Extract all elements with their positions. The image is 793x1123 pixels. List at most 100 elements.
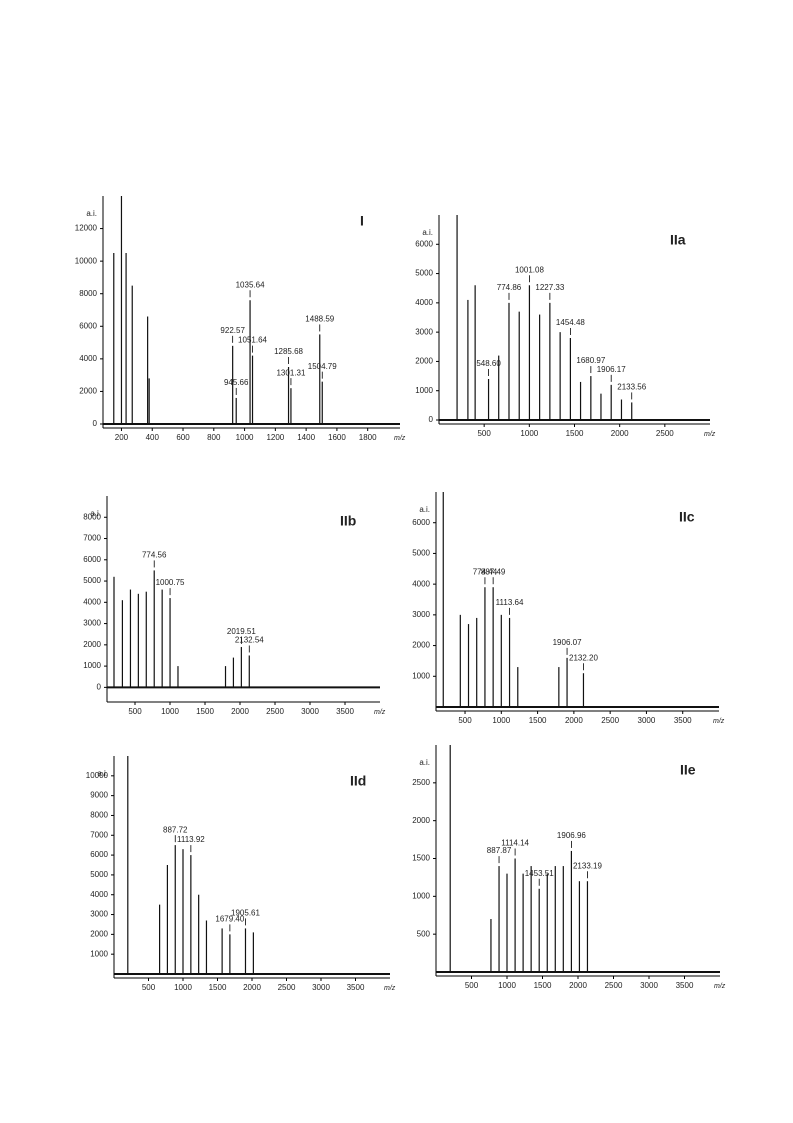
x-tick-label: 500 bbox=[477, 429, 491, 438]
x-tick-label: 1000 bbox=[492, 716, 510, 725]
y-tick-label: 7000 bbox=[90, 830, 108, 839]
x-tick-label: 600 bbox=[176, 433, 190, 442]
y-tick-label: 6000 bbox=[79, 321, 97, 330]
peak-label: 774.86 bbox=[497, 283, 522, 292]
peak-label: 1001.08 bbox=[515, 265, 544, 274]
y-axis-label: a.i. bbox=[86, 209, 97, 218]
x-tick-label: 3000 bbox=[638, 716, 656, 725]
y-tick-label: 2000 bbox=[412, 816, 430, 825]
y-tick-label: 500 bbox=[417, 929, 431, 938]
peak-label: 548.60 bbox=[476, 359, 501, 368]
x-tick-label: 2000 bbox=[569, 981, 587, 990]
x-tick-label: 3000 bbox=[312, 983, 330, 992]
x-tick-label: 1000 bbox=[520, 429, 538, 438]
y-axis-label: a.i. bbox=[90, 509, 101, 518]
peak-label: 2132.20 bbox=[569, 653, 598, 662]
y-tick-label: 1000 bbox=[415, 386, 433, 395]
x-tick-label: 2500 bbox=[266, 707, 284, 716]
x-tick-label: 1000 bbox=[498, 981, 516, 990]
y-tick-label: 1000 bbox=[83, 661, 101, 670]
x-tick-label: 3000 bbox=[640, 981, 658, 990]
y-tick-label: 4000 bbox=[79, 354, 97, 363]
y-tick-label: 6000 bbox=[415, 239, 433, 248]
x-axis-label: m/z bbox=[384, 985, 396, 992]
peak-label: 1000.75 bbox=[156, 578, 185, 587]
y-tick-label: 5000 bbox=[90, 870, 108, 879]
x-tick-label: 3500 bbox=[676, 981, 694, 990]
y-axis-label: a.i. bbox=[419, 758, 430, 767]
y-tick-label: 12000 bbox=[75, 224, 98, 233]
y-tick-label: 4000 bbox=[415, 298, 433, 307]
y-tick-label: 2500 bbox=[412, 778, 430, 787]
y-tick-label: 2000 bbox=[415, 357, 433, 366]
x-tick-label: 2500 bbox=[601, 716, 619, 725]
x-tick-label: 500 bbox=[458, 716, 472, 725]
x-tick-label: 400 bbox=[146, 433, 160, 442]
x-tick-label: 1400 bbox=[297, 433, 315, 442]
y-tick-label: 3000 bbox=[412, 610, 430, 619]
x-axis-label: m/z bbox=[394, 435, 406, 442]
peak-label: 1488.59 bbox=[305, 315, 334, 324]
peak-label: 1051.64 bbox=[238, 336, 267, 345]
x-tick-label: 2500 bbox=[656, 429, 674, 438]
y-tick-label: 2000 bbox=[412, 641, 430, 650]
x-tick-label: 3500 bbox=[347, 983, 365, 992]
y-tick-label: 3000 bbox=[90, 910, 108, 919]
peak-label: 945.66 bbox=[224, 378, 249, 387]
x-tick-label: 2500 bbox=[278, 983, 296, 992]
peak-label: 887.49 bbox=[481, 567, 506, 576]
x-tick-label: 2500 bbox=[605, 981, 623, 990]
peak-label: 1113.64 bbox=[496, 598, 524, 607]
y-tick-label: 10000 bbox=[75, 256, 98, 265]
x-tick-label: 500 bbox=[128, 707, 142, 716]
x-tick-label: 500 bbox=[142, 983, 156, 992]
y-axis-label: a.i. bbox=[97, 769, 108, 778]
x-axis-label: m/z bbox=[374, 709, 386, 716]
x-tick-label: 1000 bbox=[161, 707, 179, 716]
x-tick-label: 1500 bbox=[529, 716, 547, 725]
x-tick-label: 1500 bbox=[566, 429, 584, 438]
x-tick-label: 1500 bbox=[196, 707, 214, 716]
panel-title: IId bbox=[350, 773, 366, 789]
y-tick-label: 3000 bbox=[83, 619, 101, 628]
x-tick-label: 1500 bbox=[534, 981, 552, 990]
peak-label: 1301.31 bbox=[276, 368, 305, 377]
x-tick-label: 200 bbox=[115, 433, 129, 442]
peak-label: 1454.48 bbox=[556, 318, 585, 327]
y-tick-label: 2000 bbox=[83, 640, 101, 649]
x-tick-label: 2000 bbox=[565, 716, 583, 725]
peak-label: 2133.19 bbox=[573, 861, 602, 870]
x-axis-label: m/z bbox=[704, 431, 716, 438]
x-tick-label: 2000 bbox=[243, 983, 261, 992]
peak-label: 1113.92 bbox=[177, 835, 205, 844]
x-tick-label: 1200 bbox=[266, 433, 284, 442]
y-tick-label: 1000 bbox=[90, 949, 108, 958]
x-tick-label: 3000 bbox=[301, 707, 319, 716]
y-axis-label: a.i. bbox=[419, 505, 430, 514]
y-tick-label: 6000 bbox=[90, 850, 108, 859]
x-tick-label: 1600 bbox=[328, 433, 346, 442]
peak-label: 774.56 bbox=[142, 551, 167, 560]
y-tick-label: 4000 bbox=[412, 579, 430, 588]
peak-label: 1906.96 bbox=[557, 831, 586, 840]
y-tick-label: 5000 bbox=[412, 549, 430, 558]
x-tick-label: 3500 bbox=[336, 707, 354, 716]
peak-label: 1035.64 bbox=[236, 280, 265, 289]
y-tick-label: 2000 bbox=[90, 929, 108, 938]
y-tick-label: 7000 bbox=[83, 534, 101, 543]
x-tick-label: 3500 bbox=[674, 716, 692, 725]
x-axis-label: m/z bbox=[714, 983, 726, 990]
x-tick-label: 1000 bbox=[236, 433, 254, 442]
x-tick-label: 2000 bbox=[231, 707, 249, 716]
peak-label: 1114.14 bbox=[501, 839, 529, 848]
y-tick-label: 6000 bbox=[83, 555, 101, 564]
y-tick-label: 4000 bbox=[90, 890, 108, 899]
y-tick-label: 2000 bbox=[79, 387, 97, 396]
y-tick-label: 6000 bbox=[412, 518, 430, 527]
peak-label: 2132.54 bbox=[235, 636, 264, 645]
panel-title: IIe bbox=[680, 762, 696, 778]
peak-label: 1504.79 bbox=[308, 362, 337, 371]
panel-title: IIb bbox=[340, 513, 356, 529]
x-tick-label: 1000 bbox=[174, 983, 192, 992]
